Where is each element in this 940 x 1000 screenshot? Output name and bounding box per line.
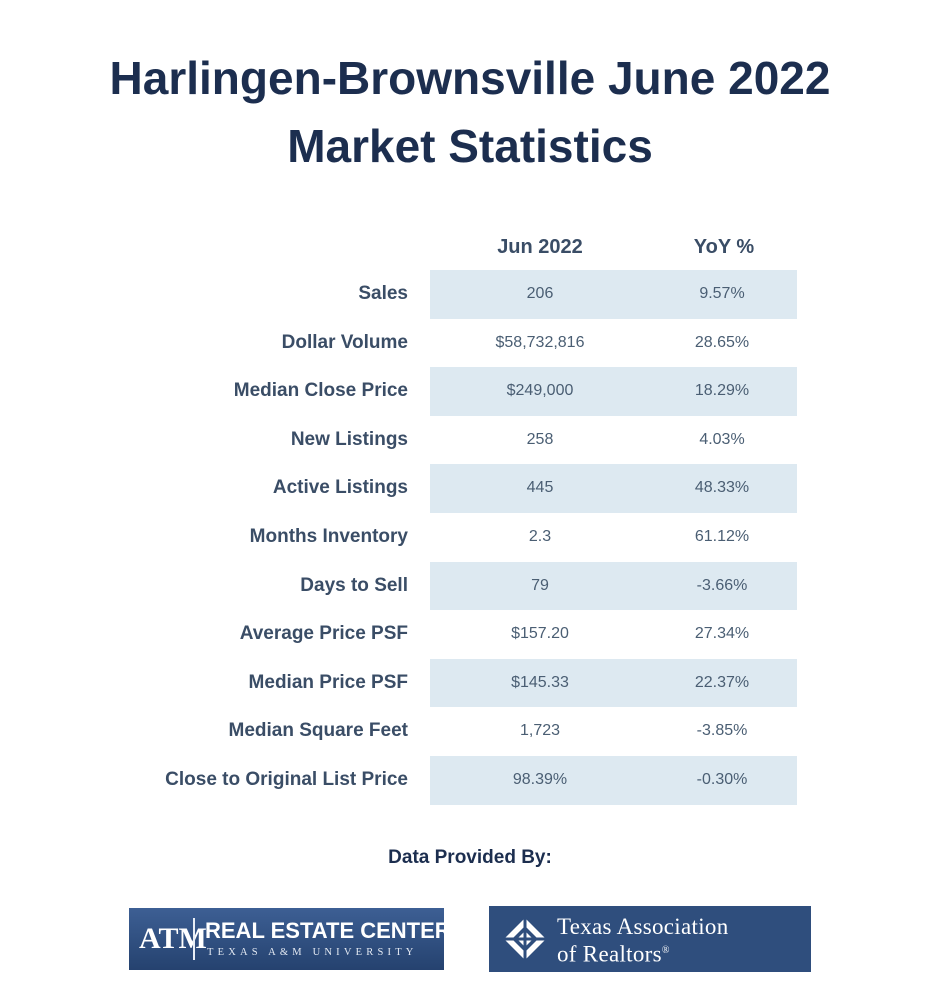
row-value: $58,732,816 <box>495 333 585 351</box>
atm-logo-icon: ATM <box>139 922 207 955</box>
row-yoy: -3.66% <box>696 576 748 594</box>
row-value: $145.33 <box>511 673 569 691</box>
row-value: 2.3 <box>528 527 552 545</box>
real-estate-center-name: REAL ESTATE CENTER <box>205 918 444 943</box>
data-provided-by-label: Data Provided By: <box>388 847 552 868</box>
row-label: Average Price PSF <box>239 623 408 645</box>
row-cells: 1,723 -3.85% <box>430 707 797 756</box>
row-value: $249,000 <box>506 382 574 400</box>
row-cells: $157.20 27.34% <box>430 610 797 659</box>
texas-am-university-label: TEXAS A&M UNIVERSITY <box>207 947 418 958</box>
table-row-dollar-volume: Dollar Volume $58,732,816 28.65% <box>0 319 940 368</box>
table-row-median-close-price: Median Close Price $249,000 18.29% <box>0 367 940 416</box>
row-cells: $249,000 18.29% <box>430 367 797 416</box>
row-yoy: -3.85% <box>696 722 748 740</box>
row-yoy: 61.12% <box>694 527 750 545</box>
row-value: 79 <box>531 576 549 594</box>
registered-mark: ® <box>661 945 670 956</box>
row-label: Median Square Feet <box>228 720 409 742</box>
row-yoy: 18.29% <box>694 382 750 400</box>
row-yoy: 27.34% <box>694 625 750 643</box>
row-value: 206 <box>526 285 554 302</box>
logo-divider <box>193 918 195 960</box>
row-cells: 206 9.57% <box>430 270 797 319</box>
texas-association-of-realtors-logo: Texas Association of Realtors® <box>489 906 811 972</box>
of-realtors-text: of Realtors <box>557 941 662 967</box>
table-row-days-to-sell: Days to Sell 79 -3.66% <box>0 561 940 611</box>
page-title: Harlingen-Brownsville June 2022 Market S… <box>0 44 940 180</box>
row-cells: 258 4.03% <box>430 416 797 465</box>
row-value: 445 <box>526 479 554 497</box>
market-statistics-table: Sales 206 9.57% Dollar Volume $58,732,81… <box>0 270 940 805</box>
texas-association-label: Texas Association <box>557 914 729 939</box>
row-yoy: 28.65% <box>694 333 750 351</box>
row-value: $157.20 <box>511 625 569 643</box>
page-title-line1: Harlingen-Brownsville June 2022 <box>109 52 831 104</box>
row-label: Dollar Volume <box>281 331 408 353</box>
row-label: Sales <box>358 283 408 304</box>
table-row-sales: Sales 206 9.57% <box>0 270 940 319</box>
page-title-line2: Market Statistics <box>287 120 653 172</box>
table-row-average-price-psf: Average Price PSF $157.20 27.34% <box>0 610 940 659</box>
table-row-close-to-original-list-price: Close to Original List Price 98.39% -0.3… <box>0 755 940 805</box>
row-cells: 2.3 61.12% <box>430 513 797 562</box>
row-cells: $145.33 22.37% <box>430 658 797 708</box>
table-row-months-inventory: Months Inventory 2.3 61.12% <box>0 513 940 562</box>
row-yoy: 4.03% <box>699 430 745 448</box>
row-label: Close to Original List Price <box>165 768 408 790</box>
row-label: Days to Sell <box>300 574 408 596</box>
row-label: Median Price PSF <box>248 671 408 693</box>
row-yoy: 9.57% <box>699 285 745 302</box>
table-row-median-price-psf: Median Price PSF $145.33 22.37% <box>0 658 940 708</box>
row-cells: 445 48.33% <box>430 464 797 513</box>
table-row-new-listings: New Listings 258 4.03% <box>0 416 940 465</box>
row-label: Median Close Price <box>233 380 408 402</box>
row-yoy: 22.37% <box>694 673 750 691</box>
row-cells: 79 -3.66% <box>430 561 797 611</box>
row-label: Active Listings <box>272 477 408 499</box>
row-yoy: 48.33% <box>694 479 750 497</box>
row-cells: 98.39% -0.30% <box>430 755 797 805</box>
row-cells: $58,732,816 28.65% <box>430 319 797 368</box>
column-header-jun-2022: Jun 2022 <box>497 236 583 258</box>
row-value: 258 <box>526 430 554 448</box>
column-header-yoy: YoY % <box>693 236 755 258</box>
of-realtors-label: of Realtors® <box>557 938 670 968</box>
row-yoy: -0.30% <box>696 770 748 788</box>
row-value: 1,723 <box>519 722 561 740</box>
real-estate-center-logo: ATM REAL ESTATE CENTER TEXAS A&M UNIVERS… <box>129 908 444 970</box>
table-row-median-square-feet: Median Square Feet 1,723 -3.85% <box>0 707 940 756</box>
table-row-active-listings: Active Listings 445 48.33% <box>0 464 940 513</box>
row-label: New Listings <box>290 428 408 450</box>
row-value: 98.39% <box>512 770 568 788</box>
realtors-diamond-icon <box>504 918 546 960</box>
row-label: Months Inventory <box>249 525 408 547</box>
